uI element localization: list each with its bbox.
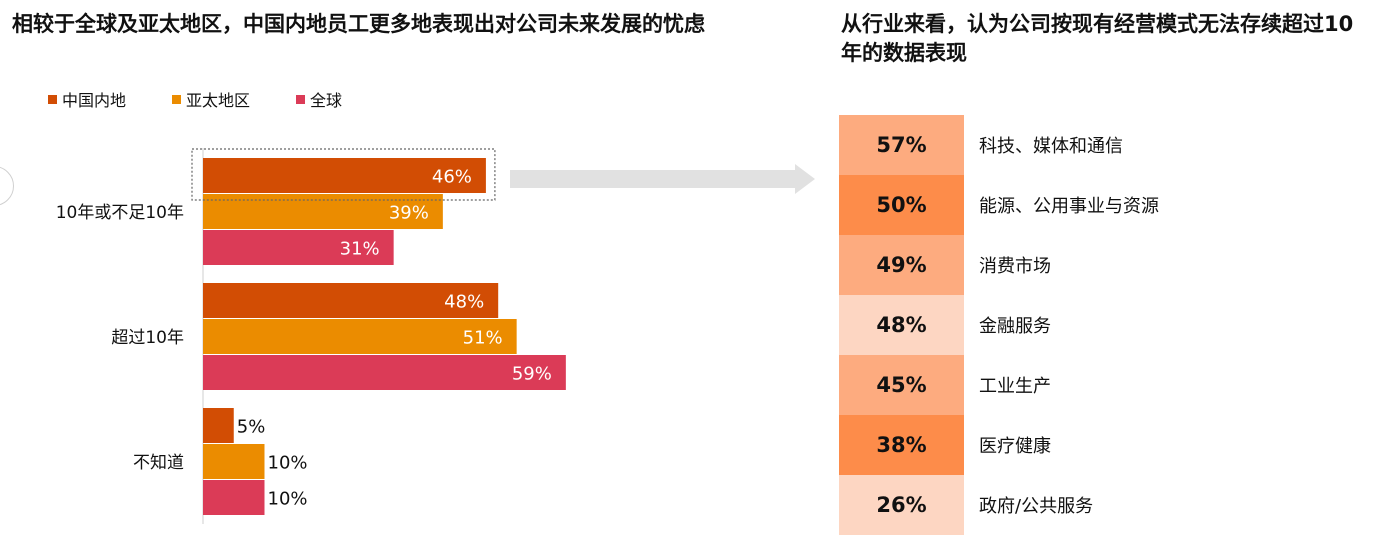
bar-value-label: 31%	[340, 239, 380, 260]
bar-chart: 10年或不足10年46%39%31%超过10年48%51%59%不知道5%10%…	[56, 148, 566, 524]
bar	[203, 355, 566, 390]
industry-row: 50% 能源、公用事业与资源	[839, 175, 1159, 235]
bar-value-label: 10%	[268, 453, 308, 474]
bar	[203, 444, 265, 479]
industry-row: 45% 工业生产	[839, 355, 1159, 415]
industry-table: 57% 科技、媒体和通信 50% 能源、公用事业与资源 49% 消费市场 48% 金融服务 45…	[839, 115, 1159, 535]
industry-row: 26% 政府/公共服务	[839, 475, 1159, 535]
industry-row: 57% 科技、媒体和通信	[839, 115, 1159, 175]
bar	[203, 480, 265, 515]
industry-label: 金融服务	[979, 316, 1051, 337]
bar-value-label: 51%	[463, 328, 503, 349]
right-chart-title: 从行业来看，认为公司按现有经营模式无法存续超过10年的数据表现	[841, 12, 1354, 65]
bar	[203, 158, 486, 193]
legend-item-apac: 亚太地区	[172, 87, 250, 111]
legend-swatch-apac	[172, 94, 182, 104]
legend-label-china: 中国内地	[62, 91, 127, 110]
industry-value-cell: 50%	[839, 175, 964, 235]
legend-swatch-global	[296, 94, 306, 104]
chart-legend: 中国内地 亚太地区 全球	[48, 87, 388, 111]
industry-value-cell: 45%	[839, 355, 964, 415]
bar-value-label: 5%	[237, 417, 266, 438]
arrow-icon	[510, 164, 815, 194]
legend-label-global: 全球	[310, 91, 343, 110]
industry-label: 医疗健康	[979, 436, 1051, 457]
industry-value-cell: 49%	[839, 235, 964, 295]
industry-value-cell: 57%	[839, 115, 964, 175]
legend-item-china: 中国内地	[48, 87, 126, 111]
industry-value-cell: 38%	[839, 415, 964, 475]
highlight-box	[191, 148, 496, 201]
industry-row: 49% 消费市场	[839, 235, 1159, 295]
legend-item-global: 全球	[296, 87, 342, 111]
bar	[203, 408, 234, 443]
industry-label: 工业生产	[979, 376, 1051, 397]
bar	[203, 283, 499, 318]
bar-value-label: 10%	[268, 489, 308, 510]
bar	[203, 319, 517, 354]
industry-value-cell: 48%	[839, 295, 964, 355]
category-label: 超过10年	[111, 328, 184, 348]
industry-row: 48% 金融服务	[839, 295, 1159, 355]
legend-swatch-china	[48, 94, 57, 104]
bar	[203, 230, 394, 265]
industry-label: 能源、公用事业与资源	[979, 196, 1159, 217]
industry-label: 科技、媒体和通信	[979, 136, 1123, 157]
legend-label-apac: 亚太地区	[186, 91, 251, 110]
bar-value-label: 48%	[444, 292, 484, 313]
industry-label: 消费市场	[979, 256, 1051, 277]
industry-row: 38% 医疗健康	[839, 415, 1159, 475]
industry-value-cell: 26%	[839, 475, 964, 535]
bar-value-label: 59%	[512, 364, 552, 385]
left-chart-title: 相较于全球及亚太地区，中国内地员工更多地表现出对公司未来发展的忧虑	[12, 12, 705, 36]
category-label: 10年或不足10年	[56, 203, 184, 223]
category-label: 不知道	[133, 453, 184, 473]
bar-value-label: 39%	[389, 203, 429, 224]
industry-label: 政府/公共服务	[979, 496, 1094, 517]
bar-value-label: 46%	[432, 167, 472, 188]
